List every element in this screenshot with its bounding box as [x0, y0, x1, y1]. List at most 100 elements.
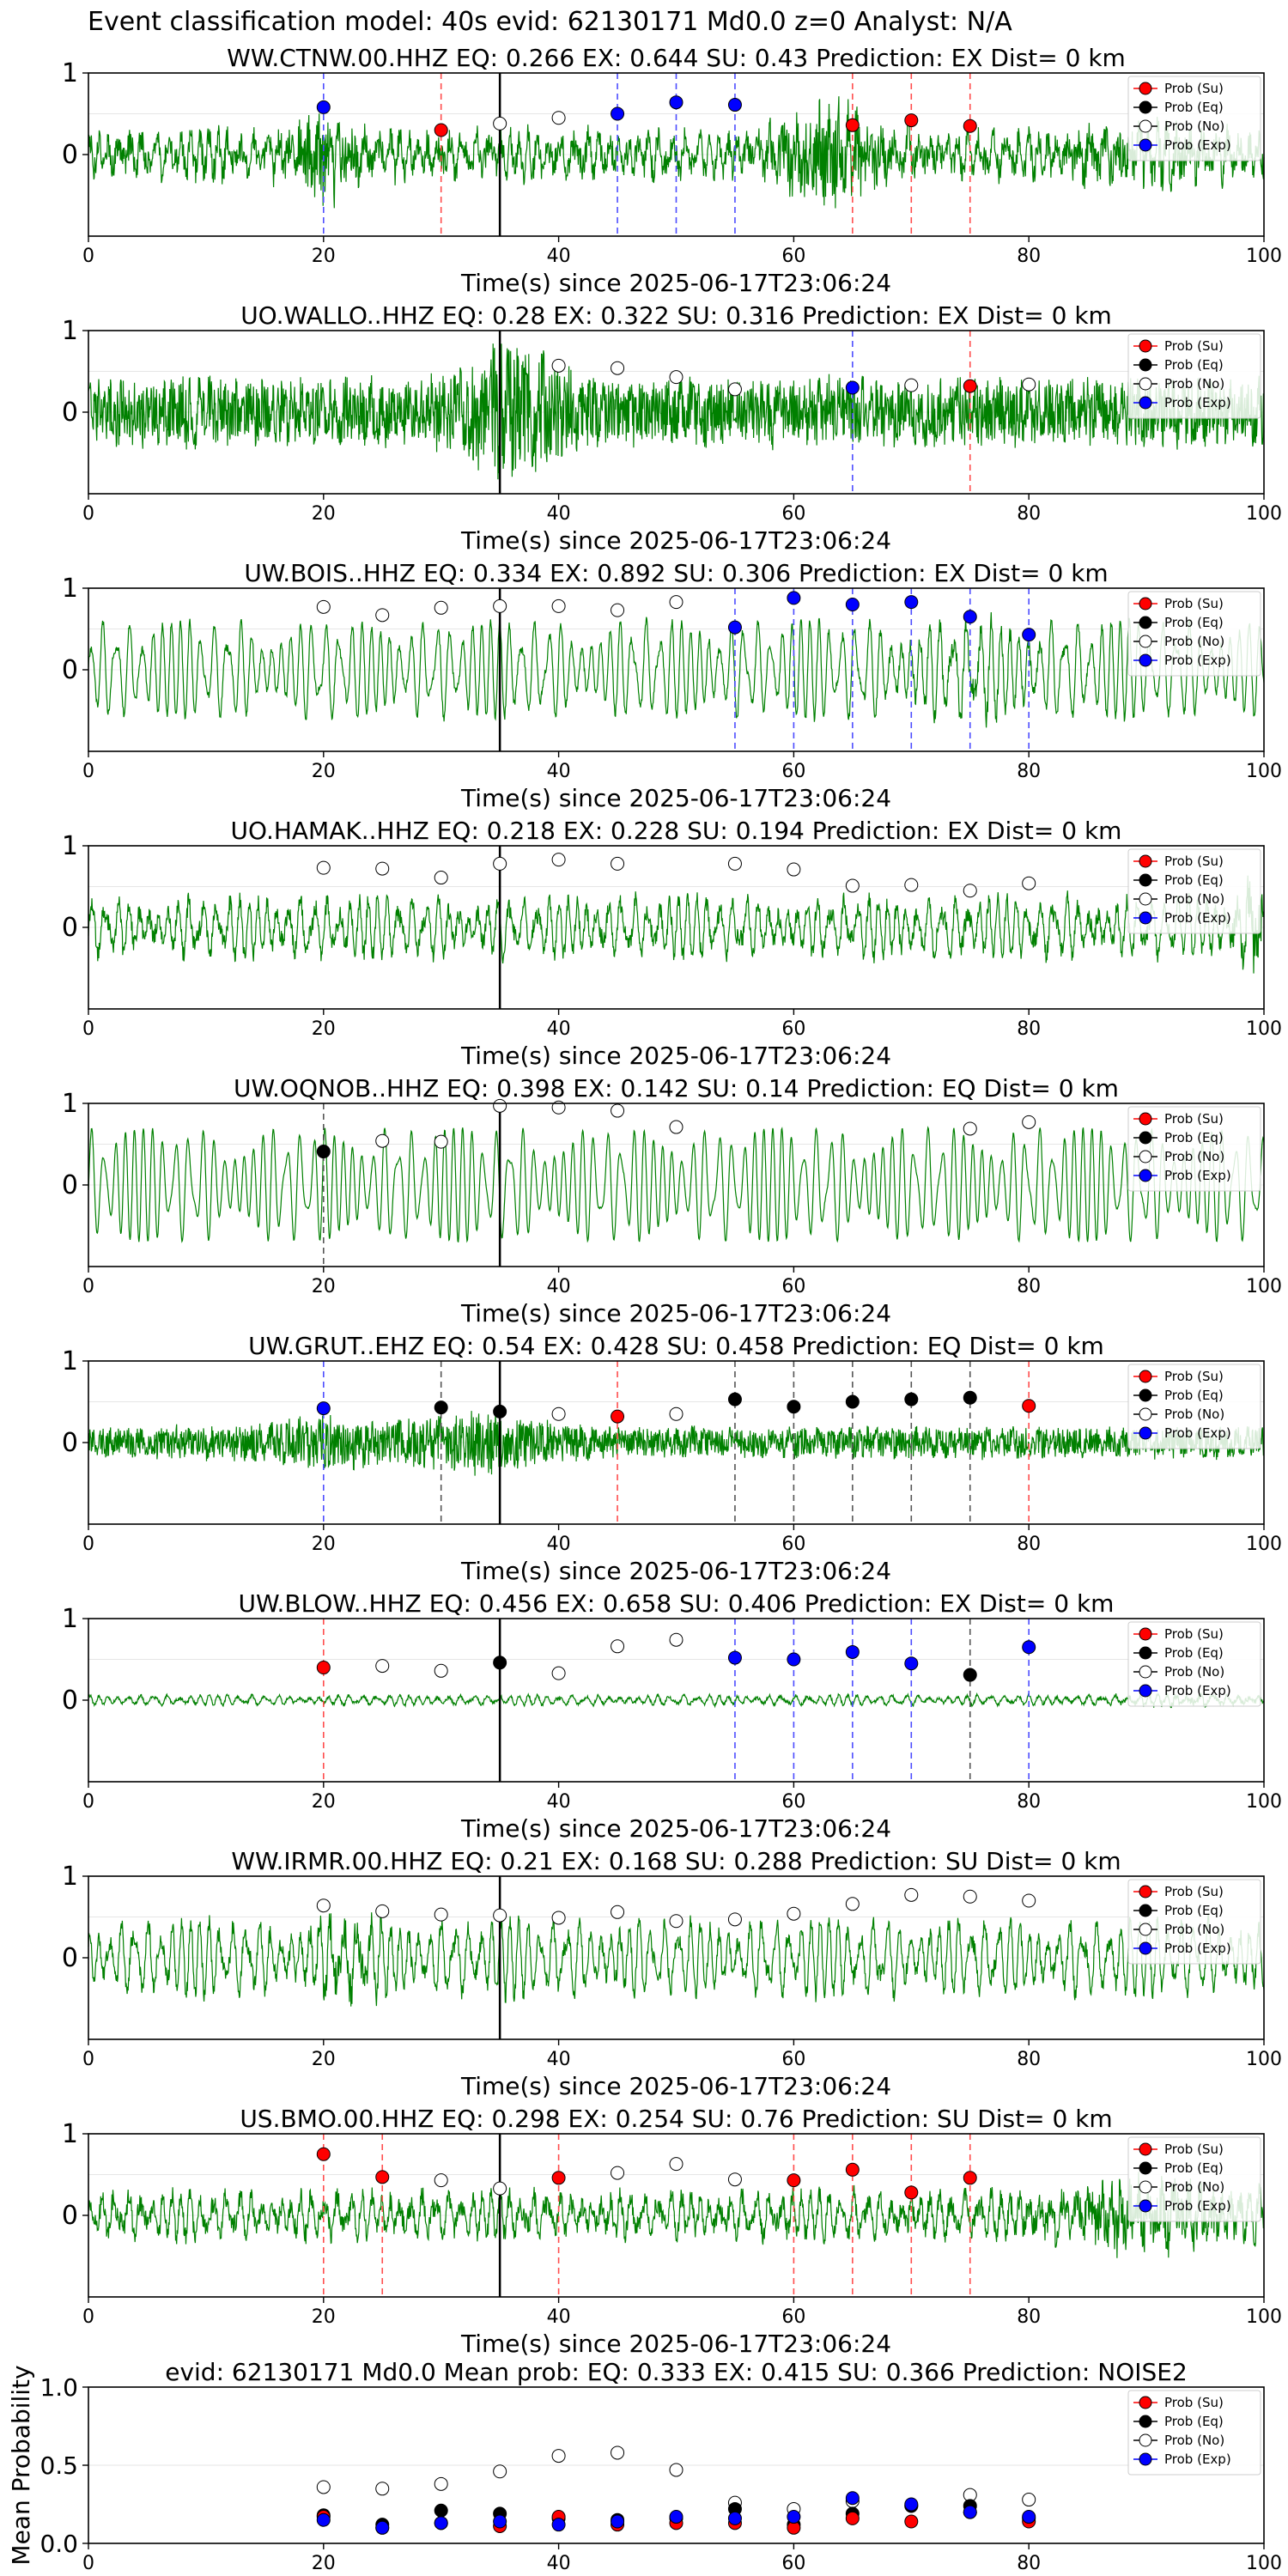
y-tick-label: 1	[62, 58, 78, 88]
prob-marker-su	[434, 123, 448, 137]
legend-marker-su	[1139, 2142, 1152, 2156]
x-tick-label: 20	[312, 1276, 336, 1297]
x-tick-label: 0	[82, 1018, 94, 1040]
x-tick-label: 0	[82, 1534, 94, 1555]
prob-marker-su	[904, 2185, 919, 2200]
x-tick-label: 60	[781, 1018, 805, 1040]
prob-marker-exp	[904, 1656, 919, 1671]
prob-marker-no	[493, 2181, 507, 2196]
x-tick-label: 100	[1246, 503, 1282, 525]
prob-marker-no	[551, 598, 566, 613]
x-tick-label: 100	[1246, 1534, 1282, 1555]
x-tick-label: 0	[82, 2553, 94, 2574]
mean-marker-no	[434, 2476, 448, 2491]
legend-label: Prob (Su)	[1164, 81, 1224, 96]
legend-marker-no	[1139, 635, 1152, 648]
mean-probability-panel: evid: 62130171 Md0.0 Mean prob: EQ: 0.33…	[7, 2358, 1282, 2574]
prob-marker-no	[375, 861, 390, 876]
prob-marker-no	[611, 603, 625, 617]
x-tick-label: 60	[781, 2553, 805, 2574]
legend-label: Prob (Su)	[1164, 338, 1224, 354]
x-tick-label: 20	[312, 2553, 336, 2574]
mean-marker-exp	[963, 2505, 977, 2519]
prob-marker-no	[493, 1908, 507, 1923]
legend-marker-su	[1139, 1370, 1152, 1383]
prob-marker-exp	[787, 1652, 801, 1667]
prob-marker-exp	[845, 1644, 860, 1659]
x-tick-label: 80	[1017, 1018, 1041, 1040]
prob-marker-exp	[316, 1401, 331, 1416]
legend-marker-eq	[1139, 616, 1152, 629]
x-tick-label: 60	[781, 1276, 805, 1297]
panel-title: UW.BLOW..HHZ EQ: 0.456 EX: 0.658 SU: 0.4…	[239, 1589, 1115, 1618]
legend-label: Prob (No)	[1164, 1922, 1224, 1937]
legend-marker-eq	[1139, 1131, 1152, 1145]
legend-label: Prob (Exp)	[1164, 2451, 1231, 2467]
waveform-trace	[88, 875, 1265, 974]
legend-marker-no	[1139, 1923, 1152, 1936]
mean-marker-no	[316, 2480, 331, 2494]
legend-marker-exp	[1139, 653, 1152, 667]
legend-marker-eq	[1139, 1646, 1152, 1660]
x-tick-label: 60	[781, 1534, 805, 1555]
legend-label: Prob (Su)	[1164, 2142, 1224, 2157]
prob-marker-no	[611, 2166, 625, 2180]
prob-marker-su	[963, 2171, 977, 2185]
x-tick-label: 100	[1246, 1018, 1282, 1040]
prob-marker-no	[1022, 377, 1036, 392]
legend-marker-no	[1139, 377, 1152, 391]
y-tick-label: 1	[62, 316, 78, 346]
mean-marker-exp	[669, 2510, 683, 2524]
prob-marker-su	[787, 2173, 801, 2188]
legend-label: Prob (Exp)	[1164, 2198, 1231, 2214]
y-tick-label: 1	[62, 831, 78, 861]
prob-marker-eq	[904, 1392, 919, 1406]
prob-marker-no	[316, 860, 331, 875]
legend-label: Prob (Su)	[1164, 1884, 1224, 1899]
y-tick-label: 0.0	[39, 2530, 78, 2558]
legend-label: Prob (Eq)	[1164, 1645, 1224, 1661]
station-panel-2: UO.WALLO..HHZ EQ: 0.28 EX: 0.322 SU: 0.3…	[62, 301, 1282, 555]
prob-marker-no	[611, 1639, 625, 1654]
legend-label: Prob (Eq)	[1164, 1903, 1224, 1918]
prob-marker-no	[375, 608, 390, 623]
figure-title: Event classification model: 40s evid: 62…	[88, 7, 1012, 37]
station-panel-4: UO.HAMAK..HHZ EQ: 0.218 EX: 0.228 SU: 0.…	[62, 817, 1282, 1070]
prob-marker-no	[375, 1659, 390, 1674]
legend-marker-eq	[1139, 873, 1152, 887]
panel-title: WW.CTNW.00.HHZ EQ: 0.266 EX: 0.644 SU: 0…	[227, 44, 1126, 72]
prob-marker-no	[316, 1899, 331, 1913]
prob-marker-no	[904, 378, 919, 392]
legend-marker-no	[1139, 1665, 1152, 1679]
legend-label: Prob (Su)	[1164, 1626, 1224, 1642]
prob-marker-no	[1022, 1115, 1036, 1129]
x-tick-label: 40	[547, 1791, 571, 1813]
prob-marker-no	[611, 1103, 625, 1118]
legend-marker-eq	[1139, 1904, 1152, 1917]
legend-label: Prob (Exp)	[1164, 910, 1231, 926]
x-axis-label: Time(s) since 2025-06-17T23:06:24	[460, 1557, 891, 1585]
x-tick-label: 20	[312, 1791, 336, 1813]
legend-label: Prob (Eq)	[1164, 872, 1224, 888]
mean-marker-exp	[316, 2512, 331, 2527]
x-tick-label: 60	[781, 1791, 805, 1813]
prob-marker-su	[316, 1661, 331, 1674]
prob-marker-eq	[845, 1394, 860, 1409]
mean-marker-exp	[845, 2491, 860, 2506]
prob-marker-no	[611, 361, 625, 375]
legend-marker-no	[1139, 2433, 1152, 2447]
prob-marker-no	[493, 856, 507, 871]
mean-marker-su	[904, 2514, 919, 2529]
y-tick-label: 1	[62, 1862, 78, 1892]
y-tick-label: 1	[62, 1089, 78, 1119]
y-tick-label: 1	[62, 1346, 78, 1376]
legend-marker-su	[1139, 854, 1152, 868]
legend-marker-eq	[1139, 2161, 1152, 2175]
prob-marker-su	[963, 379, 977, 393]
prob-marker-exp	[727, 98, 742, 112]
legend-label: Prob (Eq)	[1164, 1130, 1224, 1145]
x-tick-label: 0	[82, 1276, 94, 1297]
prob-marker-su	[1022, 1399, 1036, 1413]
prob-marker-exp	[727, 620, 742, 635]
prob-marker-su	[904, 113, 919, 128]
